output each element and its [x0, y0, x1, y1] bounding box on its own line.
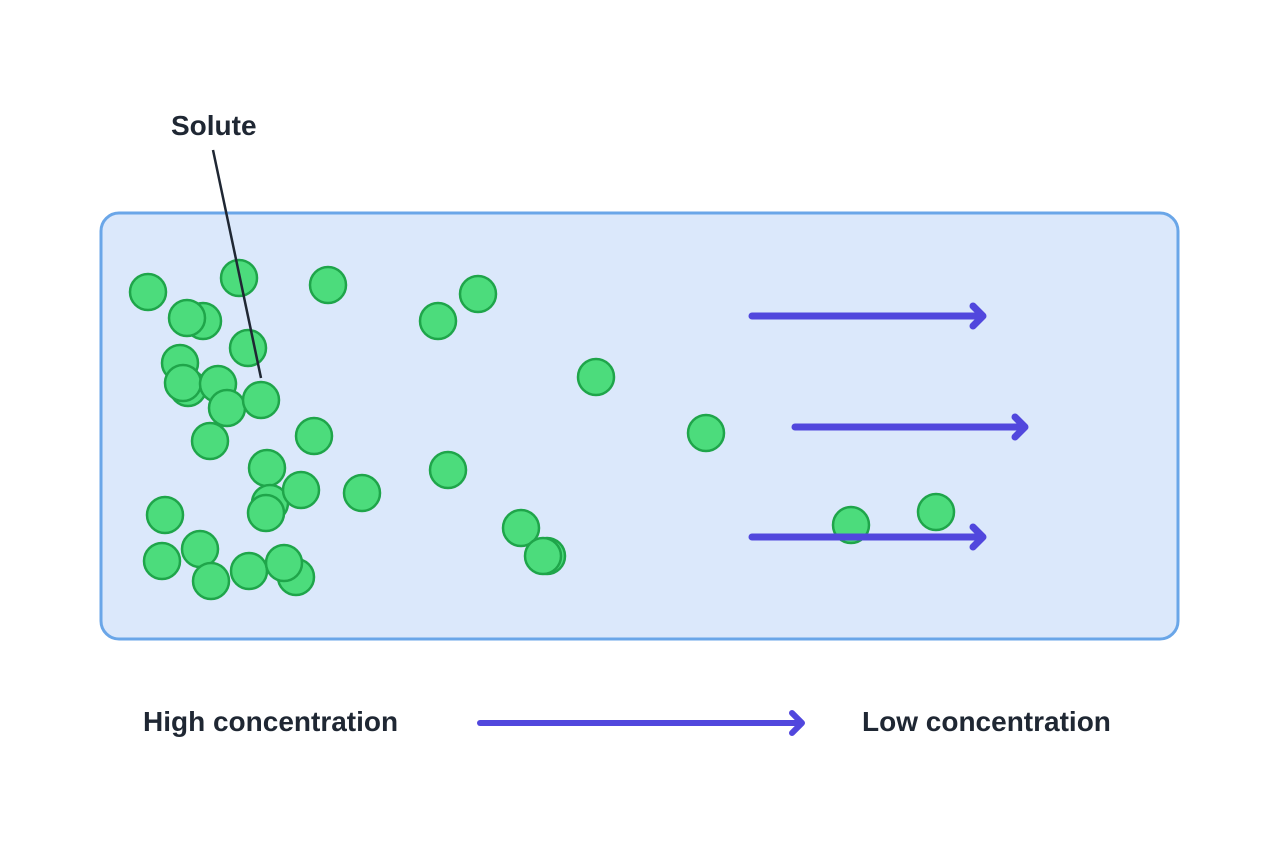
- solute-particle-icon: [308, 265, 348, 305]
- solute-particle-icon: [190, 421, 230, 461]
- solute-particle-icon: [241, 380, 281, 420]
- solute-particle-icon: [458, 274, 498, 314]
- high-concentration-label: High concentration: [143, 706, 399, 737]
- solute-particle-icon: [523, 536, 563, 576]
- solute-particle-icon: [180, 529, 220, 569]
- concentration-gradient-arrow: [477, 710, 805, 736]
- solute-particle-icon: [281, 470, 321, 510]
- solute-particle-icon: [418, 301, 458, 341]
- solute-particle-icon: [501, 508, 541, 548]
- solute-particle-icon: [191, 561, 231, 601]
- solute-leader-line: [211, 149, 263, 379]
- right-arrow-icon: [477, 710, 805, 736]
- solute-particle-icon: [342, 473, 382, 513]
- solute-particle-icon: [246, 493, 286, 533]
- solute-particle-icon: [294, 416, 334, 456]
- right-arrow-icon: [748, 523, 987, 551]
- solute-particle-icon: [916, 492, 956, 532]
- solute-particle-icon: [428, 450, 468, 490]
- right-arrow-icon: [791, 413, 1029, 441]
- solute-particle-icon: [228, 328, 268, 368]
- solute-label: Solute: [171, 110, 257, 141]
- solute-particle-icon: [128, 272, 168, 312]
- low-concentration-label: Low concentration: [862, 706, 1111, 737]
- solute-particle-icon: [686, 413, 726, 453]
- diffusion-arrows: [748, 302, 1029, 551]
- solute-particle-icon: [247, 448, 287, 488]
- solute-particle-icon: [142, 541, 182, 581]
- solute-particles: [128, 258, 956, 601]
- solute-particle-icon: [207, 388, 247, 428]
- solute-particle-icon: [229, 551, 269, 591]
- solute-particle-icon: [576, 357, 616, 397]
- solute-particle-icon: [167, 298, 207, 338]
- solute-particle-icon: [145, 495, 185, 535]
- solute-particle-icon: [264, 543, 304, 583]
- right-arrow-icon: [748, 302, 987, 330]
- solute-particle-icon: [163, 363, 203, 403]
